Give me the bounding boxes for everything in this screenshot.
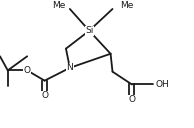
Text: Si: Si (85, 26, 94, 35)
Text: Me: Me (53, 1, 66, 10)
Text: O: O (41, 92, 48, 100)
Text: Me: Me (120, 1, 134, 10)
Text: OH: OH (155, 80, 169, 89)
Text: O: O (128, 95, 135, 104)
Text: O: O (24, 66, 31, 75)
Text: N: N (67, 63, 73, 72)
